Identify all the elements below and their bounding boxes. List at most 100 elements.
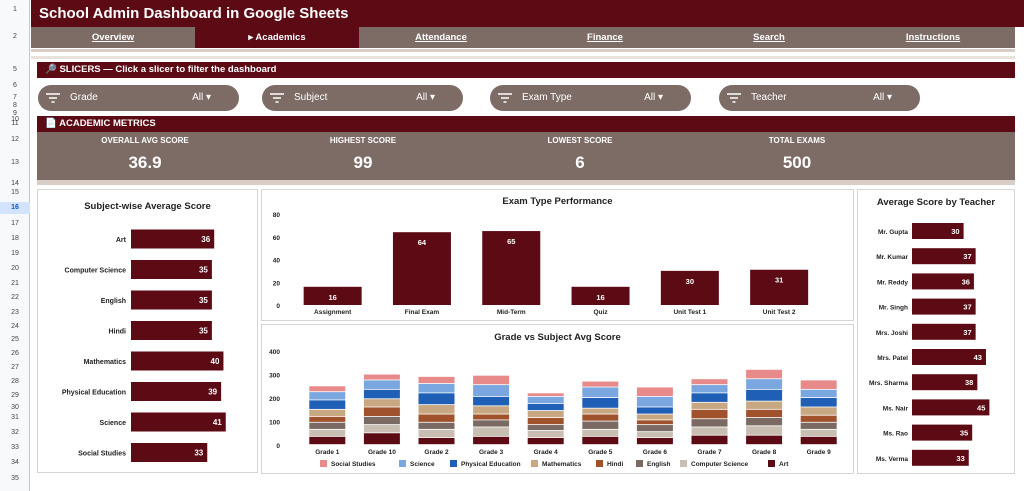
legend-swatch [450,460,457,467]
bar [912,399,990,416]
row-number[interactable]: 19 [11,250,19,257]
y-tick-label: Mrs. Patel [877,355,908,362]
row-number[interactable]: 11 [11,120,19,127]
slicer-grade[interactable]: Grade All ▾ [38,85,239,111]
y-tick-label: 400 [269,349,280,356]
row-number[interactable]: 10 [11,116,19,123]
y-tick-label: Mr. Singh [879,305,908,312]
y-tick-label: 300 [269,373,280,380]
row-number[interactable]: 24 [11,323,19,330]
row-number[interactable]: 27 [11,364,19,371]
data-label: 41 [213,418,222,427]
tab-overview[interactable]: Overview [91,32,135,43]
row-number[interactable]: 33 [11,444,19,451]
row-number[interactable]: 20 [11,265,19,272]
y-tick-label: Hindi [109,329,127,336]
legend-swatch [596,460,603,467]
stack-segment [800,380,837,389]
bar [131,443,208,462]
data-label: 37 [963,328,971,337]
slicer-exam-type[interactable]: Exam Type All ▾ [490,85,691,111]
row-number[interactable]: 5 [13,66,17,73]
data-label: 35 [960,429,968,438]
tab-academics[interactable]: ▸ Academics [195,27,359,48]
row-number[interactable]: 7 [13,94,17,101]
x-tick-label: Final Exam [405,309,440,316]
stack-segment [363,380,400,389]
data-label: 37 [963,252,971,261]
row-number[interactable]: 31 [11,414,19,421]
y-tick-label: Physical Education [62,390,126,397]
row-number[interactable]: 29 [11,392,19,399]
stack-segment [800,436,837,445]
legend-swatch [768,460,775,467]
row-number[interactable]: 6 [13,82,17,89]
slicer-label: Grade [70,92,98,103]
stack-segment [746,417,783,426]
bar [660,270,719,305]
slicer-value: All ▾ [416,92,435,103]
x-tick-label: Mid-Term [497,309,526,316]
slicer-subject[interactable]: Subject All ▾ [262,85,463,111]
stack-segment [418,393,455,405]
tab-finance[interactable]: Finance [587,32,623,43]
y-tick-label: Computer Science [65,268,127,275]
bar [750,269,809,305]
row-number[interactable]: 17 [11,220,19,227]
row-number[interactable]: 21 [11,280,19,287]
stack-segment [691,409,728,419]
bar [571,286,630,305]
legend-swatch [680,460,687,467]
row-number[interactable]: 9 [13,110,17,117]
y-tick-label: Art [116,237,127,244]
row-number[interactable]: 34 [11,459,19,466]
row-number[interactable]: 1 [13,6,17,13]
data-label: 35 [199,296,208,305]
row-number[interactable]: 26 [11,350,19,357]
x-tick-label: Grade 7 [697,449,722,456]
stack-segment [418,422,455,429]
x-tick-label: Quiz [594,309,609,316]
stack-segment [636,414,673,420]
row-number[interactable]: 16 [0,202,30,214]
row-number[interactable]: 35 [11,475,19,482]
stack-segment [691,419,728,427]
row-number[interactable]: 23 [11,309,19,316]
legend-swatch [636,460,643,467]
stack-segment [309,422,346,429]
row-number[interactable]: 30 [11,404,19,411]
stack-segment [473,436,510,445]
row-number[interactable]: 8 [13,102,17,109]
bar [131,229,215,249]
row-number[interactable]: 15 [11,189,19,196]
row-number[interactable]: 32 [11,429,19,436]
stack-segment [582,387,619,398]
row-number[interactable]: 22 [11,294,19,301]
stack-segment [691,427,728,435]
y-tick-label: Ms. Verma [876,456,909,463]
row-number[interactable]: 14 [11,180,19,187]
stack-segment [746,426,783,435]
row-number[interactable]: 25 [11,336,19,343]
row-number[interactable]: 12 [11,136,19,143]
data-label: 40 [211,357,220,366]
row-number[interactable]: 18 [11,235,19,242]
x-tick-label: Unit Test 1 [673,309,706,316]
row-number[interactable]: 13 [11,159,19,166]
stack-segment [473,396,510,406]
tab-search[interactable]: Search [753,32,785,43]
stack-segment [363,407,400,416]
tab-attendance[interactable]: Attendance [415,32,467,43]
tab-instructions[interactable]: Instructions [905,32,961,43]
stack-segment [636,396,673,407]
stack-segment [691,435,728,445]
stack-segment [800,422,837,429]
data-label: 31 [775,276,783,285]
data-label: 35 [199,266,208,275]
bar [131,412,226,432]
slicer-teacher[interactable]: Teacher All ▾ [719,85,920,111]
row-number[interactable]: 28 [11,378,19,385]
row-number[interactable]: 2 [13,33,17,40]
y-tick-label: Social Studies [78,451,126,458]
metric-value: 500 [782,153,812,172]
